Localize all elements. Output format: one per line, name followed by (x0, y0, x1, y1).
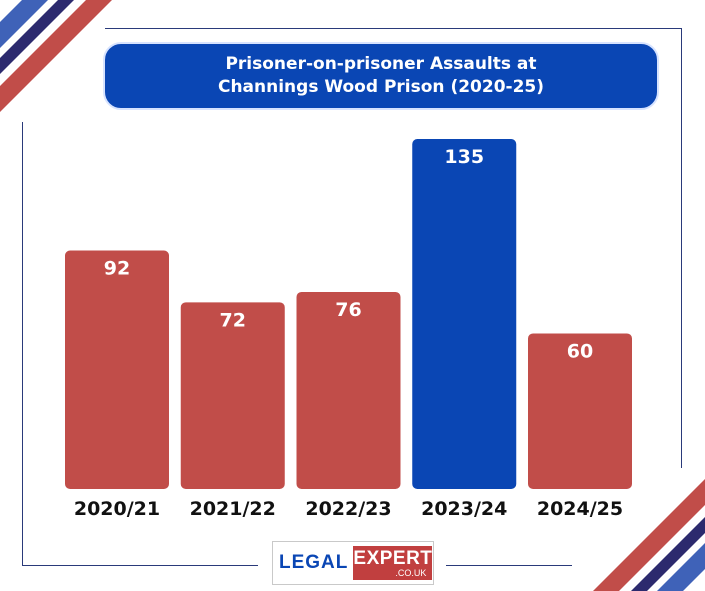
logo-legal-text: LEGAL (279, 552, 349, 573)
logo-expert-text: EXPERT (353, 547, 433, 569)
bar-value-label: 92 (104, 257, 130, 279)
legal-expert-logo: LEGAL EXPERT .CO.UK (272, 541, 434, 585)
stripe-navy (631, 517, 705, 591)
chart-title-line-2: Channings Wood Prison (2020-25) (217, 77, 545, 97)
corner-stripes-top-left (0, 0, 115, 125)
chart-title-line-1: Prisoner-on-prisoner Assaults at (225, 54, 537, 74)
frame-line-left (22, 122, 23, 566)
x-tick-label: 2020/21 (74, 498, 160, 520)
frame-line-top (105, 28, 682, 29)
bar-2021-22 (180, 302, 285, 489)
bar-value-label: 72 (220, 309, 246, 331)
bar-2024-25 (528, 333, 632, 489)
frame-line-bottom-right (446, 565, 572, 566)
x-tick-label: 2024/25 (537, 498, 623, 520)
chart-title-box: Prisoner-on-prisoner Assaults at Channin… (103, 42, 659, 110)
corner-stripes-bottom-right (590, 466, 705, 591)
bar-2020-21 (65, 250, 169, 489)
stripe-red (0, 0, 112, 112)
corner-stripes-top-left-graphic (0, 0, 112, 112)
bar-2023-24 (412, 139, 517, 489)
bar-value-label: 135 (444, 146, 484, 168)
bar-value-label: 60 (567, 340, 593, 362)
logo-domain-text: .CO.UK (395, 567, 427, 578)
frame-line-right (681, 28, 682, 468)
x-tick-label: 2023/24 (421, 498, 507, 520)
corner-stripes-bottom-right-graphic (593, 479, 705, 591)
logo-expert-box: EXPERT .CO.UK (353, 546, 433, 580)
frame-line-bottom-left (22, 565, 258, 566)
stripe-blue (0, 0, 48, 48)
x-tick-label: 2021/22 (190, 498, 276, 520)
x-tick-label: 2022/23 (305, 498, 391, 520)
stripe-navy (0, 0, 74, 74)
bar-2022-23 (296, 291, 401, 489)
stripe-blue (657, 543, 705, 591)
bar-value-label: 76 (335, 299, 361, 321)
stripe-red (593, 479, 705, 591)
